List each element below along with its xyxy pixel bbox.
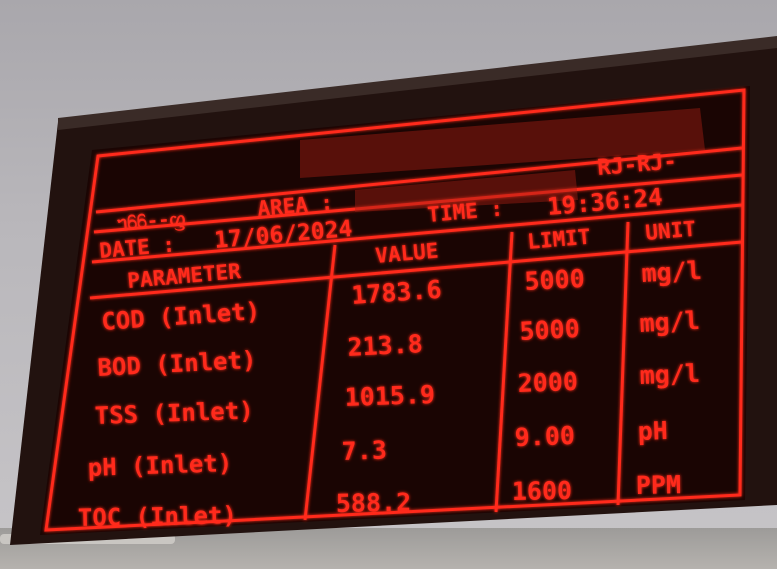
header-unit: UNIT bbox=[644, 217, 696, 245]
row-2-limit: 5000 bbox=[519, 314, 581, 346]
board-top-edge bbox=[58, 36, 777, 130]
header-value: VALUE bbox=[374, 239, 439, 268]
divider-3 bbox=[616, 221, 630, 506]
line-area bbox=[93, 173, 743, 234]
row-5-unit: PPM bbox=[636, 470, 682, 500]
row-3-unit: mg/l bbox=[639, 359, 700, 390]
row-5-value: 588.2 bbox=[336, 488, 412, 518]
row-1-unit: mg/l bbox=[641, 256, 703, 288]
row-5-parameter: TOC (Inlet) bbox=[78, 501, 237, 532]
row-4-unit: pH bbox=[637, 416, 668, 446]
row-5-limit: 1600 bbox=[512, 476, 573, 506]
row-3-parameter: TSS (Inlet) bbox=[94, 396, 254, 430]
row-1-value: 1783.6 bbox=[350, 275, 442, 310]
divider-1 bbox=[303, 244, 337, 521]
header-limit: LIMIT bbox=[526, 225, 591, 254]
row-1-limit: 5000 bbox=[524, 264, 586, 296]
redacted-area-smear bbox=[355, 170, 578, 212]
divider-2 bbox=[494, 231, 514, 513]
border-outer bbox=[44, 88, 746, 532]
row-3-value: 1015.9 bbox=[344, 380, 435, 412]
line-headers bbox=[89, 240, 743, 300]
board-panel bbox=[40, 86, 750, 535]
row-4-value: 7.3 bbox=[341, 435, 387, 466]
row-4-limit: 9.00 bbox=[514, 421, 575, 452]
line-date bbox=[91, 203, 743, 264]
row-2-value: 213.8 bbox=[347, 329, 424, 362]
row-4-parameter: pH (Inlet) bbox=[87, 449, 232, 482]
redacted-header-smear bbox=[300, 108, 705, 178]
row-2-unit: mg/l bbox=[639, 306, 701, 338]
line-header bbox=[95, 146, 743, 214]
row-3-limit: 2000 bbox=[517, 367, 578, 398]
